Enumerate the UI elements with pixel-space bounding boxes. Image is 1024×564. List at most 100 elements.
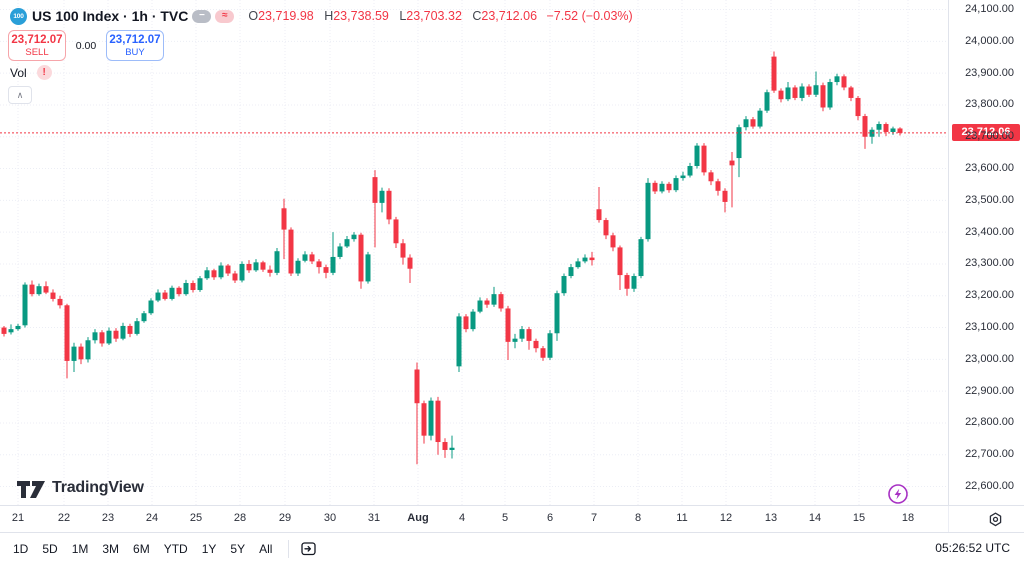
minus-pill-icon[interactable]: − xyxy=(192,9,212,23)
range-button-3m[interactable]: 3M xyxy=(95,538,126,560)
candlestick xyxy=(113,328,119,342)
time-axis-label[interactable]: 28 xyxy=(233,512,247,524)
candlestick xyxy=(799,83,805,102)
candlestick xyxy=(750,117,756,129)
chart-grid xyxy=(0,0,948,505)
candlestick xyxy=(162,290,168,301)
candlestick xyxy=(302,251,308,263)
candlestick xyxy=(253,259,259,272)
toolbar-divider xyxy=(288,539,290,558)
candlestick xyxy=(505,305,511,360)
time-axis[interactable]: 21 22 23 24 25 28 29 30 31 Aug 4 5 6 7 8 11 12 13 14 15 18 xyxy=(0,505,1024,533)
candlestick xyxy=(246,260,252,273)
candlestick xyxy=(400,239,406,265)
range-button-5y[interactable]: 5Y xyxy=(223,538,252,560)
symbol-title[interactable]: US 100 Index · 1h · TVC xyxy=(32,8,189,24)
time-axis-label[interactable]: 22 xyxy=(57,512,71,524)
candlestick xyxy=(862,113,868,149)
candlestick xyxy=(57,295,63,309)
candlestick xyxy=(449,435,455,459)
price-axis[interactable]: 23,712.06 24,100.00 24,000.00 23,900.00 23,… xyxy=(948,0,1024,505)
candlestick xyxy=(806,84,812,97)
candlestick xyxy=(386,188,392,225)
volume-indicator-row: Vol ! xyxy=(10,65,52,80)
time-axis-label[interactable]: 21 xyxy=(11,512,25,524)
volume-indicator-label[interactable]: Vol xyxy=(10,65,27,80)
time-axis-label[interactable]: 18 xyxy=(901,512,915,524)
candlestick xyxy=(260,260,266,272)
candlestick xyxy=(414,362,420,465)
candlestick xyxy=(687,162,693,178)
time-axis-label[interactable]: 13 xyxy=(764,512,778,524)
time-axis-label[interactable]: 7 xyxy=(590,512,598,524)
candlestick xyxy=(701,143,707,176)
range-button-6m[interactable]: 6M xyxy=(126,538,157,560)
candlestick xyxy=(330,232,336,276)
range-button-1m[interactable]: 1M xyxy=(65,538,96,560)
time-axis-label[interactable]: 31 xyxy=(367,512,381,524)
candlestick xyxy=(169,285,175,301)
time-axis-label[interactable]: 14 xyxy=(808,512,822,524)
price-axis-label: 24,000.00 xyxy=(965,34,1014,47)
candlestick xyxy=(561,273,567,296)
volume-alert-icon[interactable]: ! xyxy=(36,65,52,80)
range-button-1d[interactable]: 1D xyxy=(6,538,35,560)
candlestick xyxy=(106,327,112,346)
candlestick xyxy=(316,259,322,274)
utc-clock[interactable]: 05:26:52 UTC xyxy=(935,541,1010,555)
chart-settings-gear-icon[interactable] xyxy=(987,511,1004,528)
candlestick xyxy=(652,180,658,194)
collapse-legend-button[interactable]: ∧ xyxy=(8,86,32,104)
candlestick xyxy=(463,314,469,333)
candlestick xyxy=(36,283,42,296)
candlestick xyxy=(659,181,665,194)
time-axis-label[interactable]: 6 xyxy=(546,512,554,524)
candlestick xyxy=(883,122,889,137)
time-axis-label[interactable]: 30 xyxy=(323,512,337,524)
candlestick xyxy=(575,258,581,269)
time-axis-label[interactable]: 25 xyxy=(189,512,203,524)
flash-button[interactable] xyxy=(887,483,909,505)
range-button-1y[interactable]: 1Y xyxy=(195,538,224,560)
price-axis-label: 23,800.00 xyxy=(965,98,1014,111)
candlestick xyxy=(78,343,84,365)
candlestick xyxy=(148,298,154,315)
time-axis-label[interactable]: 11 xyxy=(676,512,688,524)
range-button-all[interactable]: All xyxy=(252,538,279,560)
tradingview-watermark: TradingView xyxy=(16,476,144,500)
candlestick xyxy=(232,270,238,284)
time-axis-label[interactable]: Aug xyxy=(407,512,429,524)
range-button-ytd[interactable]: YTD xyxy=(157,538,195,560)
candlestick xyxy=(64,303,70,379)
candlestick xyxy=(43,281,49,295)
candlestick xyxy=(442,438,448,458)
candlestick xyxy=(771,51,777,93)
candlestick xyxy=(267,265,273,277)
time-axis-label[interactable]: 12 xyxy=(719,512,733,524)
candlestick xyxy=(792,85,798,101)
candlestick xyxy=(337,243,343,260)
price-axis-label: 23,500.00 xyxy=(965,193,1014,206)
buy-button[interactable]: 23,712.07 BUY xyxy=(106,30,164,61)
candlestick xyxy=(876,121,882,137)
time-axis-label[interactable]: 29 xyxy=(278,512,292,524)
candlestick xyxy=(29,280,35,297)
time-axis-label[interactable]: 23 xyxy=(101,512,115,524)
time-axis-label[interactable]: 15 xyxy=(852,512,866,524)
candlestick xyxy=(379,187,385,213)
candlestick xyxy=(526,326,532,350)
time-axis-label[interactable]: 4 xyxy=(458,512,466,524)
chart-area[interactable]: 100 US 100 Index · 1h · TVC − ≈ O23,719.… xyxy=(0,0,948,505)
candlestick xyxy=(281,198,287,260)
buy-label: BUY xyxy=(125,47,145,58)
range-button-5d[interactable]: 5D xyxy=(35,538,64,560)
candlestick xyxy=(743,116,749,131)
candlestick xyxy=(533,338,539,353)
go-to-date-button[interactable] xyxy=(298,539,318,559)
market-status-icon[interactable]: ≈ xyxy=(215,9,235,23)
candlestick xyxy=(204,267,210,280)
time-axis-label[interactable]: 5 xyxy=(501,512,509,524)
time-axis-label[interactable]: 8 xyxy=(634,512,642,524)
time-axis-label[interactable]: 24 xyxy=(145,512,159,524)
sell-button[interactable]: 23,712.07 SELL xyxy=(8,30,66,61)
